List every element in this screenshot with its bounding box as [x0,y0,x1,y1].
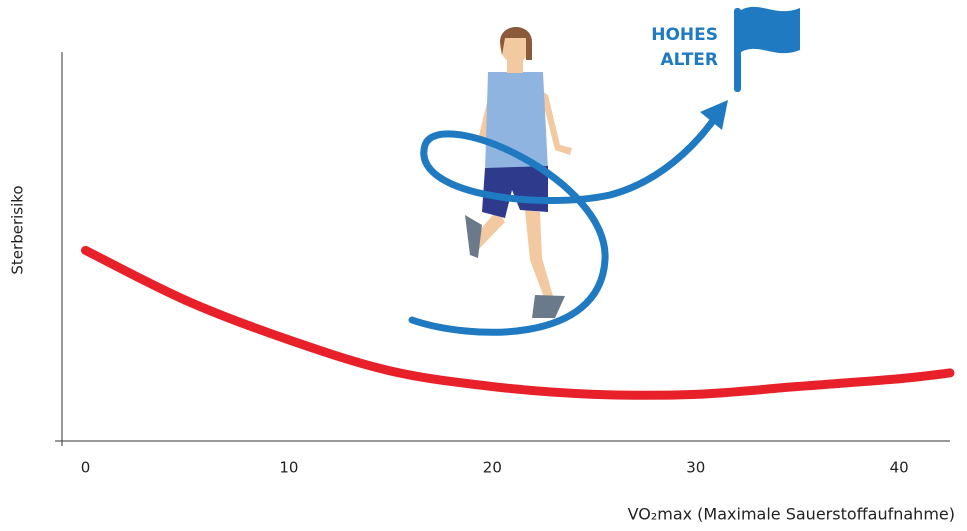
runner-illustration [465,27,572,318]
annotation: HOHES [651,25,718,45]
y-axis-label: Sterberisiko [9,185,27,274]
flag [734,6,800,92]
annotation: ALTER [661,50,718,70]
x-tick-label: 30 [686,459,705,477]
x-tick-label: 10 [279,459,298,477]
arrow-head [700,100,728,130]
x-axis-label: VO₂max (Maximale Sauerstoffaufnahme) [628,505,955,524]
x-tick-label: 40 [890,459,909,477]
spiral-arrow [408,118,716,336]
x-tick-label: 0 [81,459,91,477]
risk-curve [81,245,955,400]
x-tick-label: 20 [483,459,502,477]
